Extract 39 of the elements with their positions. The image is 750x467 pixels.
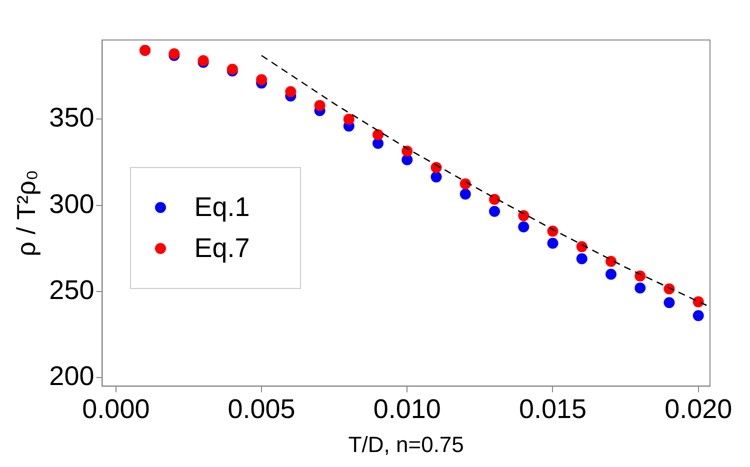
point [460, 178, 471, 190]
point [314, 100, 326, 111]
x-axis-title: T/D, n=0.75 [348, 432, 464, 457]
y-tick-label: 350 [49, 102, 94, 133]
legend-label: Eq.1 [194, 192, 250, 224]
point [692, 296, 704, 308]
x-tick-label: 0.015 [518, 394, 587, 424]
point [343, 114, 354, 125]
y-tick-label: 250 [49, 274, 94, 305]
x-tick-label: 0.005 [228, 394, 296, 424]
point [460, 188, 471, 200]
point [518, 210, 530, 222]
point [489, 194, 500, 205]
y-tick-label: 200 [49, 361, 94, 392]
x-tick-label: 0.000 [82, 394, 150, 424]
point [372, 129, 384, 140]
x-tick-label: 0.010 [373, 394, 441, 424]
point [664, 297, 675, 308]
point [576, 253, 588, 264]
point [576, 241, 588, 252]
x-tick-label: 0.020 [664, 394, 732, 424]
point [518, 221, 530, 232]
point [285, 86, 296, 98]
point [692, 310, 704, 322]
y-axis-title: ρ / T²ρ₀ [10, 170, 41, 256]
point [547, 238, 558, 249]
y-tick-label: 300 [49, 188, 94, 219]
point [634, 270, 646, 282]
point [605, 268, 616, 280]
point [256, 74, 268, 86]
point [489, 206, 500, 217]
point [605, 256, 616, 267]
line-series [260, 54, 710, 308]
point [664, 283, 675, 294]
point [430, 171, 442, 182]
point [634, 282, 646, 294]
point [402, 146, 413, 157]
point [547, 226, 558, 237]
legend-label: Eq.7 [194, 233, 250, 264]
